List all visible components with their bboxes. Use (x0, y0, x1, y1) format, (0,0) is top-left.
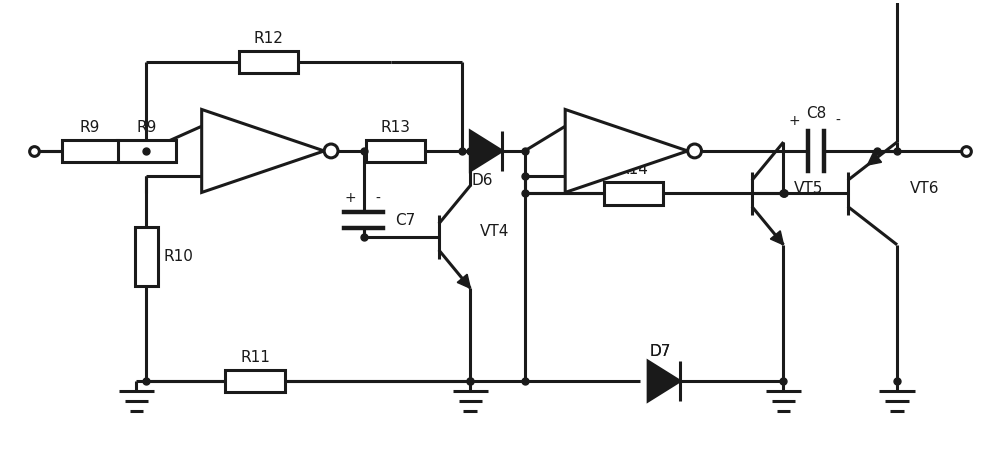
Polygon shape (457, 274, 470, 288)
Text: D6: D6 (471, 173, 493, 188)
Text: R13: R13 (380, 120, 410, 135)
Text: A1: A1 (252, 142, 274, 160)
Text: C8: C8 (806, 106, 826, 121)
Text: -: - (218, 166, 223, 180)
Text: R11: R11 (240, 350, 270, 365)
Text: R10: R10 (163, 249, 193, 264)
Circle shape (324, 144, 338, 158)
Text: C7: C7 (395, 212, 415, 228)
Text: -: - (375, 192, 380, 205)
Bar (604, 182, 663, 205)
Bar (117, 140, 176, 162)
Text: +: + (578, 122, 590, 136)
Polygon shape (867, 152, 882, 165)
Text: VT5: VT5 (794, 181, 823, 196)
Text: +: + (789, 114, 800, 128)
Bar (225, 370, 285, 393)
Polygon shape (648, 361, 680, 401)
Text: A2: A2 (615, 142, 637, 160)
Polygon shape (202, 110, 324, 192)
Bar (239, 51, 298, 73)
Polygon shape (565, 110, 688, 192)
Polygon shape (470, 131, 502, 171)
Bar (366, 140, 425, 162)
Text: -: - (835, 114, 840, 128)
Text: VT4: VT4 (480, 224, 510, 239)
Polygon shape (770, 231, 783, 245)
Text: R9: R9 (80, 120, 100, 135)
Text: D7: D7 (649, 344, 671, 359)
Text: VT6: VT6 (910, 181, 939, 196)
Text: R9: R9 (136, 120, 157, 135)
Text: R14: R14 (618, 162, 648, 177)
Text: +: + (344, 192, 356, 205)
Text: +: + (215, 122, 226, 136)
Text: R12: R12 (254, 31, 284, 46)
Text: -: - (582, 166, 586, 180)
Bar (62, 140, 118, 162)
Bar (135, 227, 158, 286)
Text: D7: D7 (649, 344, 671, 359)
Circle shape (688, 144, 702, 158)
